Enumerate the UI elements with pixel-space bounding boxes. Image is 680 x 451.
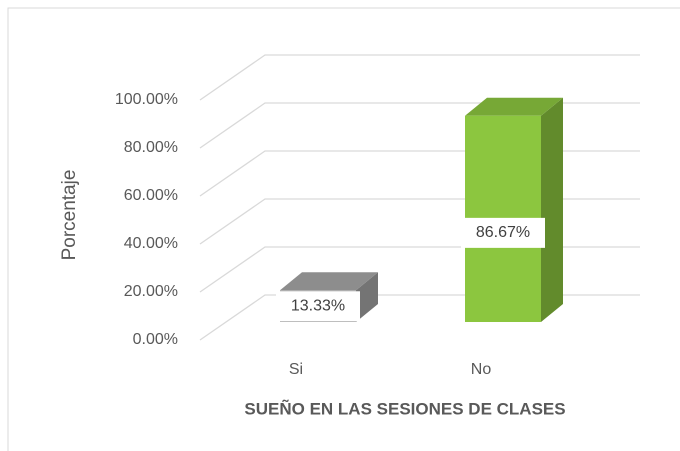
y-tick-label: 60.00% xyxy=(124,187,178,204)
chart-frame xyxy=(7,7,680,451)
x-tick-label: Si xyxy=(289,361,303,378)
grid-line xyxy=(199,54,640,101)
y-tick-label: 20.00% xyxy=(124,283,178,300)
x-tick-label: No xyxy=(471,361,492,378)
data-label: 13.33% xyxy=(291,297,345,314)
data-label: 86.67% xyxy=(476,224,530,241)
y-axis-label: Porcentaje xyxy=(59,170,80,261)
y-tick-label: 80.00% xyxy=(124,139,178,156)
bar xyxy=(465,97,563,322)
bar-side xyxy=(356,272,378,322)
bar-top xyxy=(465,97,563,116)
data-label-box xyxy=(461,217,545,248)
y-tick-label: 40.00% xyxy=(124,235,178,252)
bar-top xyxy=(280,272,378,291)
x-axis-label: SUEÑO EN LAS SESIONES DE CLASES xyxy=(244,398,565,418)
y-tick-label: 0.00% xyxy=(133,331,178,348)
y-tick-label: 100.00% xyxy=(115,91,178,108)
bar-side xyxy=(541,97,563,322)
data-label-box xyxy=(276,291,360,322)
